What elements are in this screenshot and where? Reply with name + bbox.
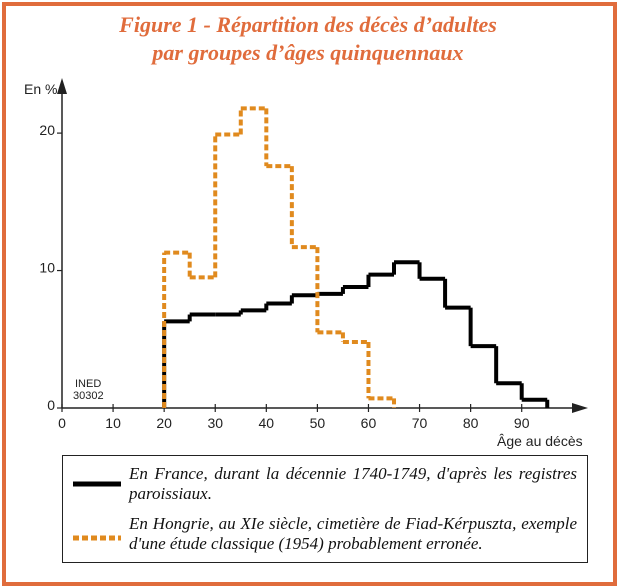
x-tick-label: 0 bbox=[58, 415, 66, 431]
x-tick-label: 10 bbox=[105, 415, 121, 431]
x-tick-label: 90 bbox=[514, 415, 530, 431]
y-tick-label: 0 bbox=[47, 397, 55, 413]
chart-title: Figure 1 - Répartition des décès d’adult… bbox=[118, 12, 497, 37]
y-arrow bbox=[57, 78, 67, 94]
x-tick-label: 60 bbox=[361, 415, 377, 431]
chart-title: par groupes d’âges quinquennaux bbox=[150, 40, 463, 65]
y-tick-label: 20 bbox=[39, 122, 55, 138]
source: INED bbox=[75, 378, 101, 390]
x-tick-label: 20 bbox=[156, 415, 172, 431]
legend: En France, durant la décennie 1740-1749,… bbox=[62, 455, 588, 563]
x-tick-label: 70 bbox=[412, 415, 428, 431]
x-tick-label: 30 bbox=[207, 415, 223, 431]
legend-label: En Hongrie, au XIe siècle, cimetière de … bbox=[129, 514, 577, 553]
legend-label: En France, durant la décennie 1740-1749,… bbox=[129, 464, 577, 503]
legend-swatches bbox=[73, 481, 121, 541]
x-tick-label: 40 bbox=[259, 415, 275, 431]
x-axis-label: Âge au décès bbox=[497, 433, 583, 449]
y-tick-label: 10 bbox=[39, 260, 55, 276]
y-axis-label: En % bbox=[24, 81, 57, 97]
x-tick-label: 50 bbox=[310, 415, 326, 431]
x-arrow bbox=[572, 403, 588, 413]
x-tick-label: 80 bbox=[463, 415, 479, 431]
source: 30302 bbox=[73, 390, 104, 402]
